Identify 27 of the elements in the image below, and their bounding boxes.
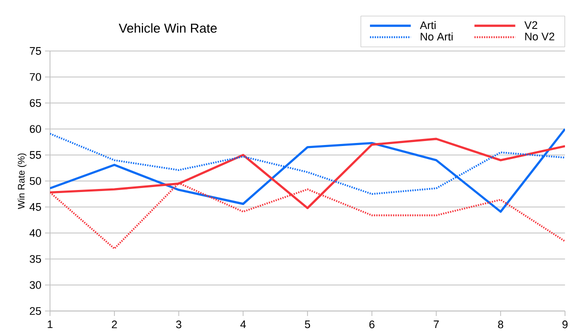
- y-tick-label: 30: [30, 281, 42, 289]
- y-tick-label: 70: [30, 73, 42, 81]
- x-tick-label: 3: [176, 320, 182, 328]
- y-axis-title: Win Rate (%): [18, 153, 26, 210]
- chart-title: Vehicle Win Rate: [118, 23, 217, 33]
- line-series: [50, 128, 566, 213]
- x-tick-label: 6: [369, 320, 374, 328]
- y-tick-label: 55: [30, 151, 42, 159]
- legend-label: Arti: [420, 21, 436, 30]
- x-tick-label: 2: [112, 320, 117, 328]
- x-tick-label: 5: [304, 320, 310, 328]
- x-tick-label: 1: [48, 320, 53, 328]
- y-tick-label: 25: [30, 307, 42, 315]
- x-tick-label: 9: [562, 320, 568, 328]
- y-tick-label: 45: [30, 203, 42, 211]
- legend-label: No Arti: [420, 32, 453, 41]
- legend-label: No V2: [525, 32, 554, 40]
- y-tick-label: 75: [30, 47, 42, 55]
- x-tick-label: 4: [240, 320, 246, 328]
- y-tick-label: 40: [30, 229, 42, 237]
- y-tick-label: 35: [30, 255, 42, 263]
- y-tick-label: 65: [30, 99, 42, 107]
- legend-label: V2: [524, 21, 538, 29]
- x-tick-label: 8: [498, 320, 504, 328]
- y-tick-label: 50: [30, 177, 42, 185]
- y-tick-label: 60: [30, 125, 42, 133]
- x-tick-label: 7: [434, 320, 439, 328]
